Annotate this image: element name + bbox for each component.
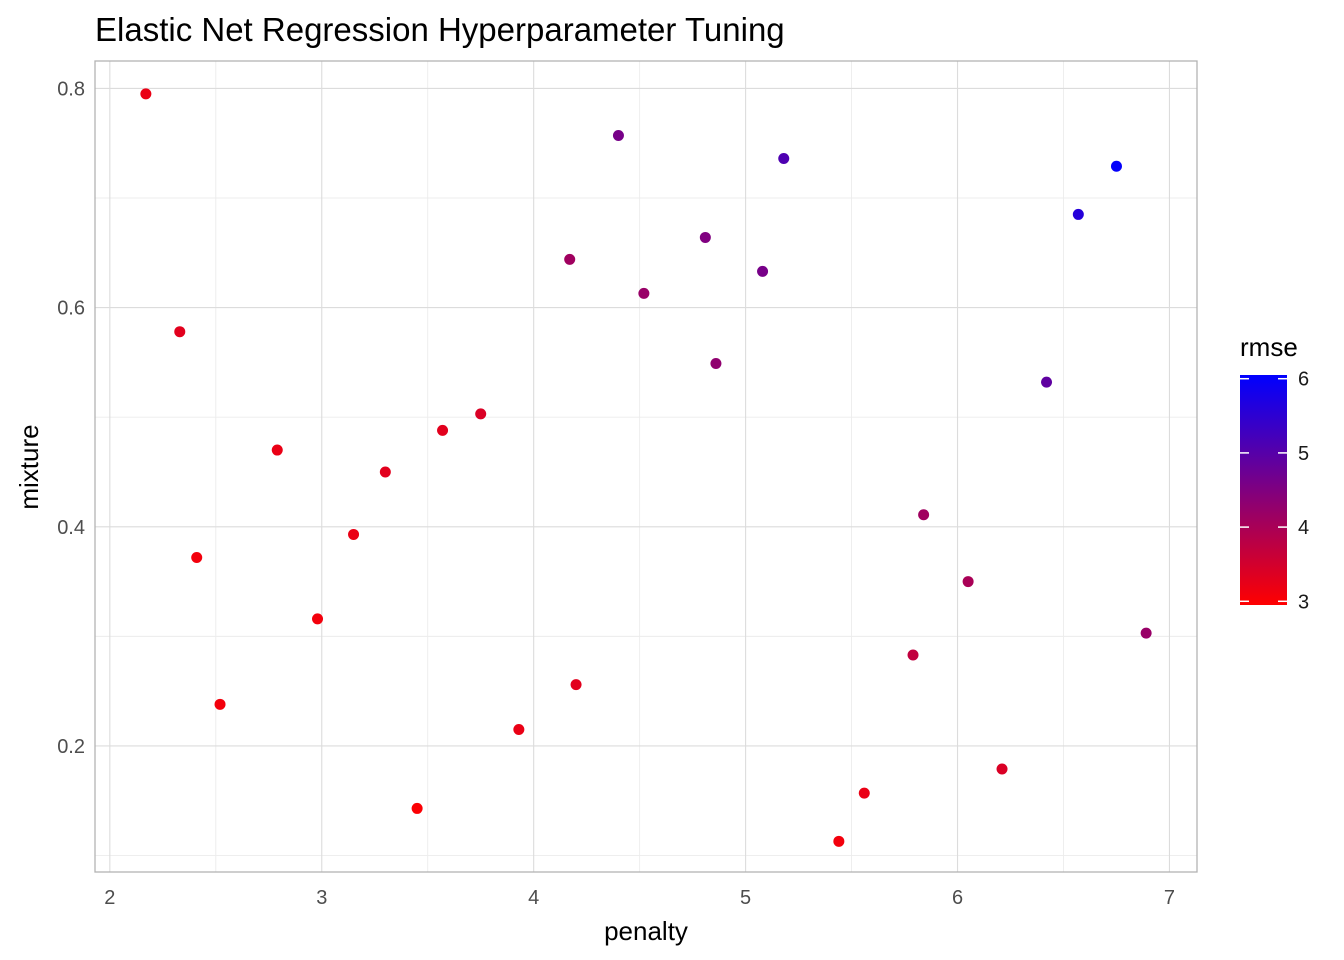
- scatter-point: [379, 466, 391, 478]
- scatter-point: [174, 326, 186, 338]
- scatter-point: [918, 509, 930, 521]
- legend-tick-label: 4: [1298, 517, 1309, 539]
- x-tick-label: 4: [528, 887, 539, 909]
- x-tick-label: 6: [952, 887, 963, 909]
- scatter-point: [1041, 376, 1053, 388]
- x-tick-label: 5: [740, 887, 751, 909]
- scatter-point: [996, 763, 1008, 775]
- y-tick-label: 0.6: [57, 298, 85, 320]
- y-tick-label: 0.4: [57, 517, 85, 539]
- x-axis-ticks: 2 3 4 5 6 7: [104, 887, 1175, 909]
- scatter-point: [570, 679, 582, 691]
- color-legend: rmse 3 4 5 6: [1240, 332, 1309, 613]
- plot-border: [94, 60, 1198, 873]
- legend-tick-label: 6: [1298, 369, 1309, 391]
- plot-area: [94, 60, 1198, 873]
- scatter-point: [778, 153, 790, 165]
- scatter-point: [312, 613, 324, 625]
- scatter-point: [1140, 627, 1152, 639]
- legend-tick-label: 3: [1298, 591, 1309, 613]
- y-axis-ticks: 0.2 0.4 0.6 0.8: [57, 78, 85, 758]
- scatter-point: [858, 787, 870, 799]
- x-tick-label: 2: [104, 887, 115, 909]
- data-points: [140, 88, 1152, 847]
- legend-ticks: 3 4 5 6: [1240, 369, 1309, 613]
- scatter-point: [699, 231, 711, 243]
- y-axis-title: mixture: [14, 424, 44, 509]
- scatter-point: [564, 253, 576, 265]
- scatter-point: [638, 287, 650, 299]
- y-tick-label: 0.8: [57, 78, 85, 100]
- x-axis-title: penalty: [604, 916, 688, 946]
- scatter-point: [757, 265, 769, 277]
- scatter-point: [140, 88, 152, 100]
- scatter-point: [437, 424, 449, 436]
- scatter-point: [348, 528, 360, 540]
- scatter-point: [962, 576, 974, 588]
- legend-title: rmse: [1240, 332, 1298, 362]
- x-tick-label: 3: [316, 887, 327, 909]
- scatter-point: [1072, 208, 1084, 220]
- scatter-point: [191, 551, 203, 563]
- scatter-point: [1110, 160, 1122, 172]
- scatter-point: [214, 698, 226, 710]
- scatter-point: [475, 408, 487, 420]
- legend-tick-label: 5: [1298, 443, 1309, 465]
- x-tick-label: 7: [1164, 887, 1175, 909]
- scatter-point: [612, 130, 624, 142]
- scatter-point: [513, 724, 525, 736]
- legend-colorbar: [1240, 375, 1287, 605]
- scatter-point: [907, 649, 919, 661]
- chart-title: Elastic Net Regression Hyperparameter Tu…: [95, 11, 785, 48]
- scatter-point: [710, 357, 722, 369]
- scatter-point: [833, 835, 845, 847]
- y-tick-label: 0.2: [57, 736, 85, 758]
- grid-lines: [95, 61, 1197, 872]
- scatter-point: [411, 802, 423, 814]
- scatter-point: [271, 444, 283, 456]
